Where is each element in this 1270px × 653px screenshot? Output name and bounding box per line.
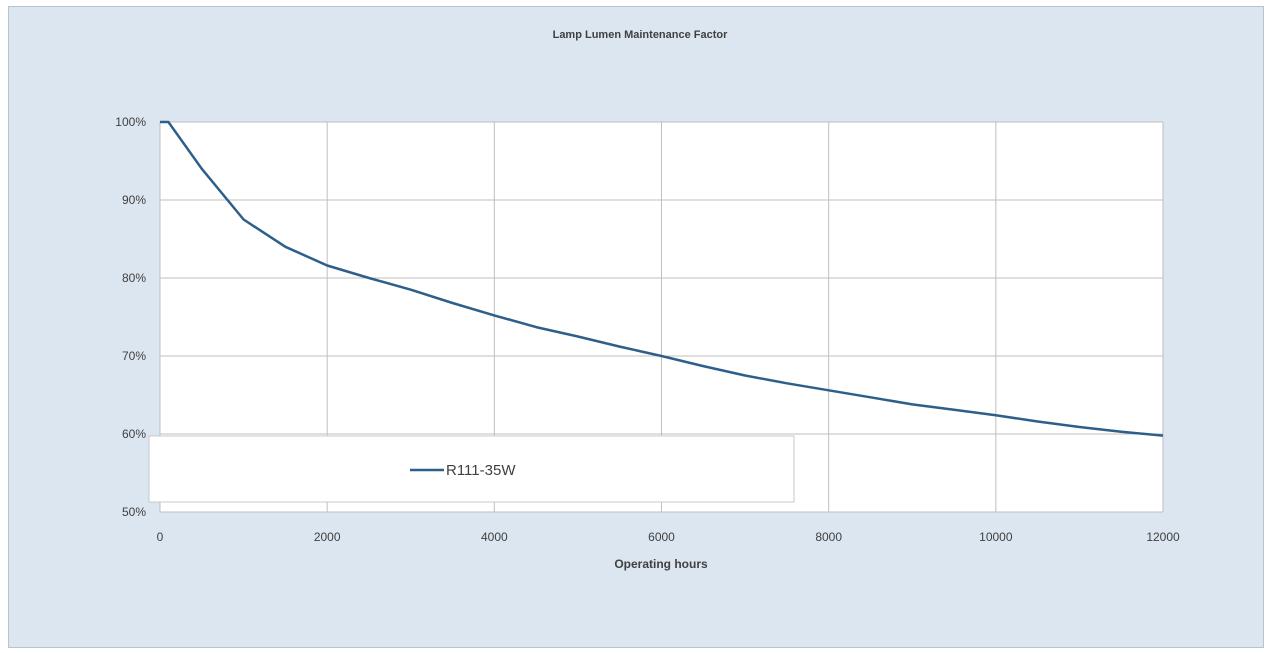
legend-box [148,435,795,503]
x-tick-label: 10000 [979,530,1013,544]
y-tick-label: 80% [122,271,146,285]
x-axis-ticks: 0 2000 4000 6000 8000 10000 12000 [157,530,1180,544]
x-tick-label: 8000 [815,530,842,544]
y-tick-label: 60% [122,427,146,441]
x-tick-label: 6000 [648,530,675,544]
y-tick-label: 100% [115,115,146,129]
y-tick-label: 70% [122,349,146,363]
legend: R111-35W [148,435,795,503]
legend-label: R111-35W [446,462,516,479]
chart-title: Lamp Lumen Maintenance Factor [553,29,729,41]
y-tick-label: 50% [122,505,146,519]
x-tick-label: 12000 [1146,530,1180,544]
x-tick-label: 2000 [314,530,341,544]
y-tick-label: 90% [122,193,146,207]
series-group [160,120,1164,437]
x-tick-label: 0 [157,530,164,544]
x-axis-label: Operating hours [614,557,708,571]
x-tick-label: 4000 [481,530,508,544]
series-line [160,120,1164,437]
y-axis-ticks: 50% 60% 70% 80% 90% 100% [115,115,146,519]
